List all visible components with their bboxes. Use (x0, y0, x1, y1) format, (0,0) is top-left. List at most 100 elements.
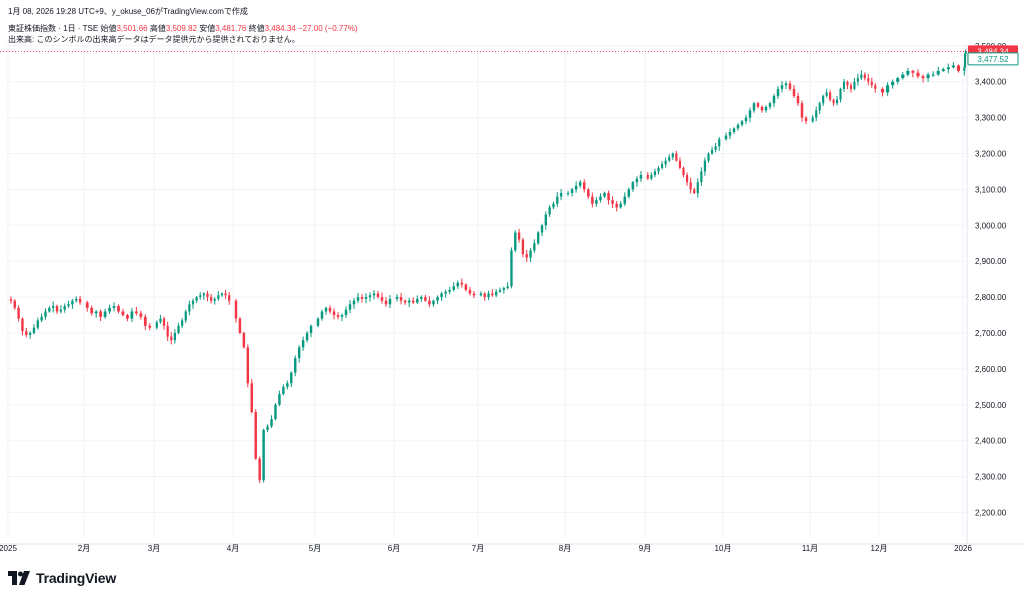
candle-body (483, 293, 486, 298)
candle-body (696, 182, 699, 193)
x-tick-label: 9月 (639, 544, 651, 553)
candle-body (570, 189, 574, 193)
candle-body (32, 327, 36, 333)
candle-body (714, 146, 717, 150)
candle-body (55, 306, 59, 312)
candle-body (784, 83, 788, 86)
candle-body (682, 167, 685, 176)
candle-body (491, 293, 494, 296)
candle-body (224, 293, 227, 296)
candle-body (51, 306, 55, 308)
candle-body (724, 135, 728, 140)
candle-body (946, 67, 950, 70)
x-tick-label: 7月 (472, 544, 484, 553)
candle-body (352, 300, 356, 305)
candle-body (815, 110, 818, 118)
candle-body (911, 70, 915, 73)
candle-body (117, 306, 120, 312)
time-axis[interactable]: 2025 2月 3月 4月 5月 6月 7月 8月 9月 10月 11月 12月 2026 (0, 544, 972, 553)
candle-body (941, 69, 945, 71)
price-axis[interactable]: 2,200.00 2,300.00 2,400.00 2,500.00 2,600.00… (975, 42, 1007, 518)
candle-body (936, 70, 940, 75)
candle-body (28, 333, 32, 335)
candle-body (533, 243, 536, 251)
tradingview-logo[interactable]: TradingView (8, 570, 116, 586)
candle-body (700, 171, 703, 183)
candle-body (896, 78, 900, 82)
y-tick-label: 2,700.00 (975, 329, 1007, 338)
candle-body (540, 225, 544, 233)
candle-body (926, 74, 930, 79)
candle-body (460, 282, 464, 285)
candle-body (849, 85, 853, 89)
candle-body (286, 383, 289, 387)
candle-body (671, 153, 674, 158)
candle-body (548, 207, 551, 215)
change-value: −27.00 (−0.77%) (297, 24, 358, 33)
candle-body (595, 200, 598, 204)
candle-body (796, 96, 800, 104)
candle-body (752, 103, 756, 111)
candle-body (159, 318, 162, 323)
candle-body (356, 297, 360, 301)
candle-body (506, 286, 509, 289)
candle-body (407, 300, 411, 303)
candle-body (544, 214, 548, 226)
candle-body (199, 295, 202, 298)
candle-body (85, 302, 89, 308)
candle-body (536, 232, 540, 244)
candle-body (246, 347, 250, 384)
candle-body (566, 192, 570, 194)
x-tick-label: 6月 (388, 544, 400, 553)
open-label: 始値 (100, 24, 117, 33)
prev-close-tag[interactable] (967, 52, 1019, 66)
candle-body (209, 297, 213, 301)
candle-body (510, 250, 513, 287)
candle-body (148, 325, 152, 328)
candle-body (853, 81, 856, 89)
candle-body (623, 196, 627, 204)
candle-body (668, 157, 671, 161)
candle-body (650, 175, 653, 179)
candle-body (556, 196, 559, 204)
candle-body (238, 318, 242, 333)
candle-body (464, 284, 468, 290)
symbol-label[interactable]: 東証株価指数 · 1日 · TSE (8, 24, 99, 33)
last-price-label: 3,484.34 (977, 47, 1009, 56)
candle-body (155, 322, 158, 328)
candle-body (336, 315, 340, 317)
candle-body (835, 99, 839, 104)
candle-body (874, 85, 877, 89)
candle-body (811, 117, 814, 122)
candle-body (448, 289, 451, 292)
x-tick-label: 12月 (871, 544, 888, 553)
candle-body (262, 429, 265, 481)
candle-body (36, 320, 40, 328)
candle-body (804, 117, 808, 122)
candle-body (17, 307, 20, 319)
candle-body (635, 178, 639, 183)
low-value: 3,481.76 (215, 24, 247, 33)
x-tick-label: 3月 (148, 544, 160, 553)
candle-body (71, 300, 74, 305)
y-tick-label: 2,600.00 (975, 365, 1007, 374)
candle-body (552, 203, 555, 208)
price-tags: 3,484.343,477.52 (0, 45, 1019, 66)
candle-body (416, 298, 419, 303)
candle-body (320, 311, 324, 319)
candle-body (822, 96, 825, 104)
candle-body (301, 340, 305, 348)
candle-body (479, 293, 483, 296)
candle-body (395, 297, 399, 299)
candle-body (328, 307, 332, 312)
candle-body (67, 304, 70, 307)
candle-body (818, 103, 821, 111)
candle-body (126, 315, 129, 319)
y-tick-label: 3,200.00 (975, 150, 1007, 159)
candle-body (498, 289, 502, 292)
candle-body (250, 383, 253, 412)
candle-body (660, 164, 664, 168)
y-tick-label: 2,500.00 (975, 401, 1007, 410)
candle-body (13, 300, 16, 308)
